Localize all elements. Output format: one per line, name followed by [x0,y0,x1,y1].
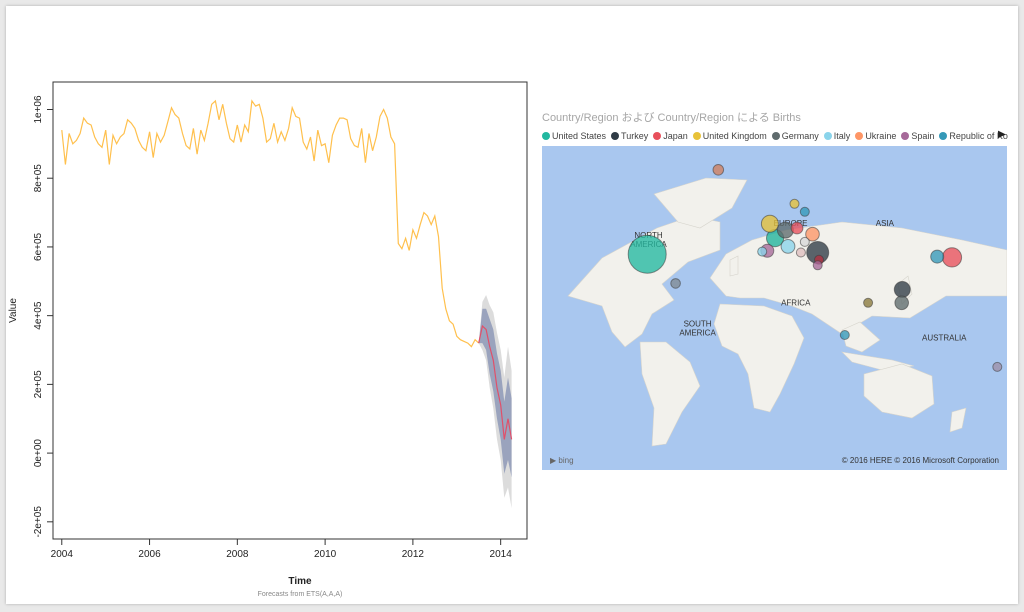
map-bubble[interactable] [799,206,810,217]
continent-label: ASIA [876,219,895,228]
legend-item[interactable]: United States [542,131,606,141]
legend-label: Spain [911,131,935,141]
legend-item[interactable]: Japan [653,131,688,141]
legend-label: Ukraine [865,131,897,141]
chart-caption: Forecasts from ETS(A,A,A) [258,591,343,598]
map-bubble[interactable] [789,198,800,209]
map-bubble[interactable] [812,260,823,271]
legend-label: Japan [663,131,688,141]
continent-label-line: AFRICA [781,298,811,307]
forecast-line-chart: 2004 2006 2008 2010 2012 2014 -2e+05 0e+00 2e+05… [8,81,528,598]
continent-label: AFRICA [781,298,811,307]
land-south-america [639,341,701,447]
land-greenland [653,177,748,229]
map-bubble[interactable] [894,295,910,311]
legend-label: United Kingdom [702,131,767,141]
land-australia [863,363,935,419]
map-bubble[interactable] [790,221,804,235]
legend-item[interactable]: Ukraine [855,131,896,141]
map-bubble[interactable] [992,361,1003,372]
legend-item[interactable]: Republic of Korea [939,131,1008,141]
map-bubble[interactable] [941,247,963,268]
map-bubble[interactable] [799,236,810,247]
map-copyright: © 2016 HERE © 2016 Microsoft Corporation [841,456,999,465]
continent-label-line: ASIA [876,219,895,228]
bing-label: bing [558,456,574,465]
continent-label-line: SOUTH [684,320,712,329]
legend-dot [653,132,662,140]
x-axis-label: Time [288,576,312,587]
land-uk [729,255,739,277]
bing-icon: ▶ [550,456,557,465]
map-bubble[interactable] [930,249,945,264]
y-tick-label: 2e+05 [33,370,44,399]
map-bubble[interactable] [757,246,768,257]
y-tick-label: -2e+05 [33,506,44,538]
observed-line [61,99,480,348]
legend-dot [939,132,948,140]
continent-label-line: AMERICA [679,329,716,338]
continent-label: SOUTH AMERICA [679,320,716,338]
legend-label: Germany [781,131,819,141]
continent-label: AUSTRALIA [922,333,967,342]
legend-dot [692,132,701,140]
map-bubble[interactable] [805,226,820,242]
legend-item[interactable]: Germany [771,131,819,141]
legend-label: Republic of Korea [949,131,1008,141]
map-bubble[interactable] [893,281,911,298]
map-surface[interactable]: NORTHAMERICAEUROPEASIAAFRICASOUTHAMERICA… [542,146,1007,470]
y-tick-label: 4e+05 [33,301,44,330]
bing-logo: ▶ bing [550,456,574,465]
x-tick-label: 2008 [226,549,249,560]
x-tick-label: 2014 [490,549,513,560]
x-tick-label: 2010 [314,549,337,560]
x-tick-label: 2012 [402,549,425,560]
map-bubble[interactable] [839,330,850,340]
x-tick-label: 2006 [138,549,161,560]
world-map[interactable]: NORTHAMERICAEUROPEASIAAFRICASOUTHAMERICA… [542,146,1007,470]
plot-frame [52,81,528,540]
legend-item[interactable]: United Kingdom [692,131,767,141]
legend-item[interactable]: Spain [901,131,934,141]
map-bubble[interactable] [795,247,806,258]
legend-dot [901,132,910,140]
continent-label-line: AUSTRALIA [922,333,967,342]
y-tick-label: 8e+05 [33,164,44,193]
y-tick-label: 0e+00 [33,439,44,468]
map-bubble[interactable] [760,214,779,233]
legend-dot [611,132,620,140]
land-north-america [567,215,721,348]
map-bubble[interactable] [627,234,667,274]
x-tick-label: 2004 [51,549,74,560]
y-tick-label: 6e+05 [33,232,44,261]
legend-next-icon[interactable]: ▶ [998,129,1006,140]
legend-label: Turkey [621,131,649,141]
map-title: Country/Region および Country/Region による Bi… [542,112,801,124]
legend-item[interactable]: Italy [823,131,851,141]
legend-dot [823,132,832,140]
legend-dot [771,132,780,140]
legend-label: Italy [833,131,851,141]
y-tick-label: 1e+06 [33,95,44,124]
map-bubble[interactable] [670,278,681,289]
forecast-line [478,324,513,440]
land-southeast-asia [841,321,881,353]
legend-label: United States [552,131,607,141]
map-bubble[interactable] [863,297,874,308]
map-bubbles[interactable] [627,164,1003,372]
legend-dot [542,132,550,140]
report-canvas: 2004 2006 2008 2010 2012 2014 -2e+05 0e+00 2e+05… [6,6,1018,604]
y-axis-label: Value [8,298,19,323]
map-legend[interactable]: United States Turkey Japan United Kingdom Ge… [542,129,1008,143]
land-new-zealand [949,407,967,433]
legend-item[interactable]: Turkey [611,131,648,141]
legend-dot [855,132,864,140]
map-bubble[interactable] [780,239,796,254]
map-bubble[interactable] [712,164,725,176]
land-africa [713,303,805,413]
